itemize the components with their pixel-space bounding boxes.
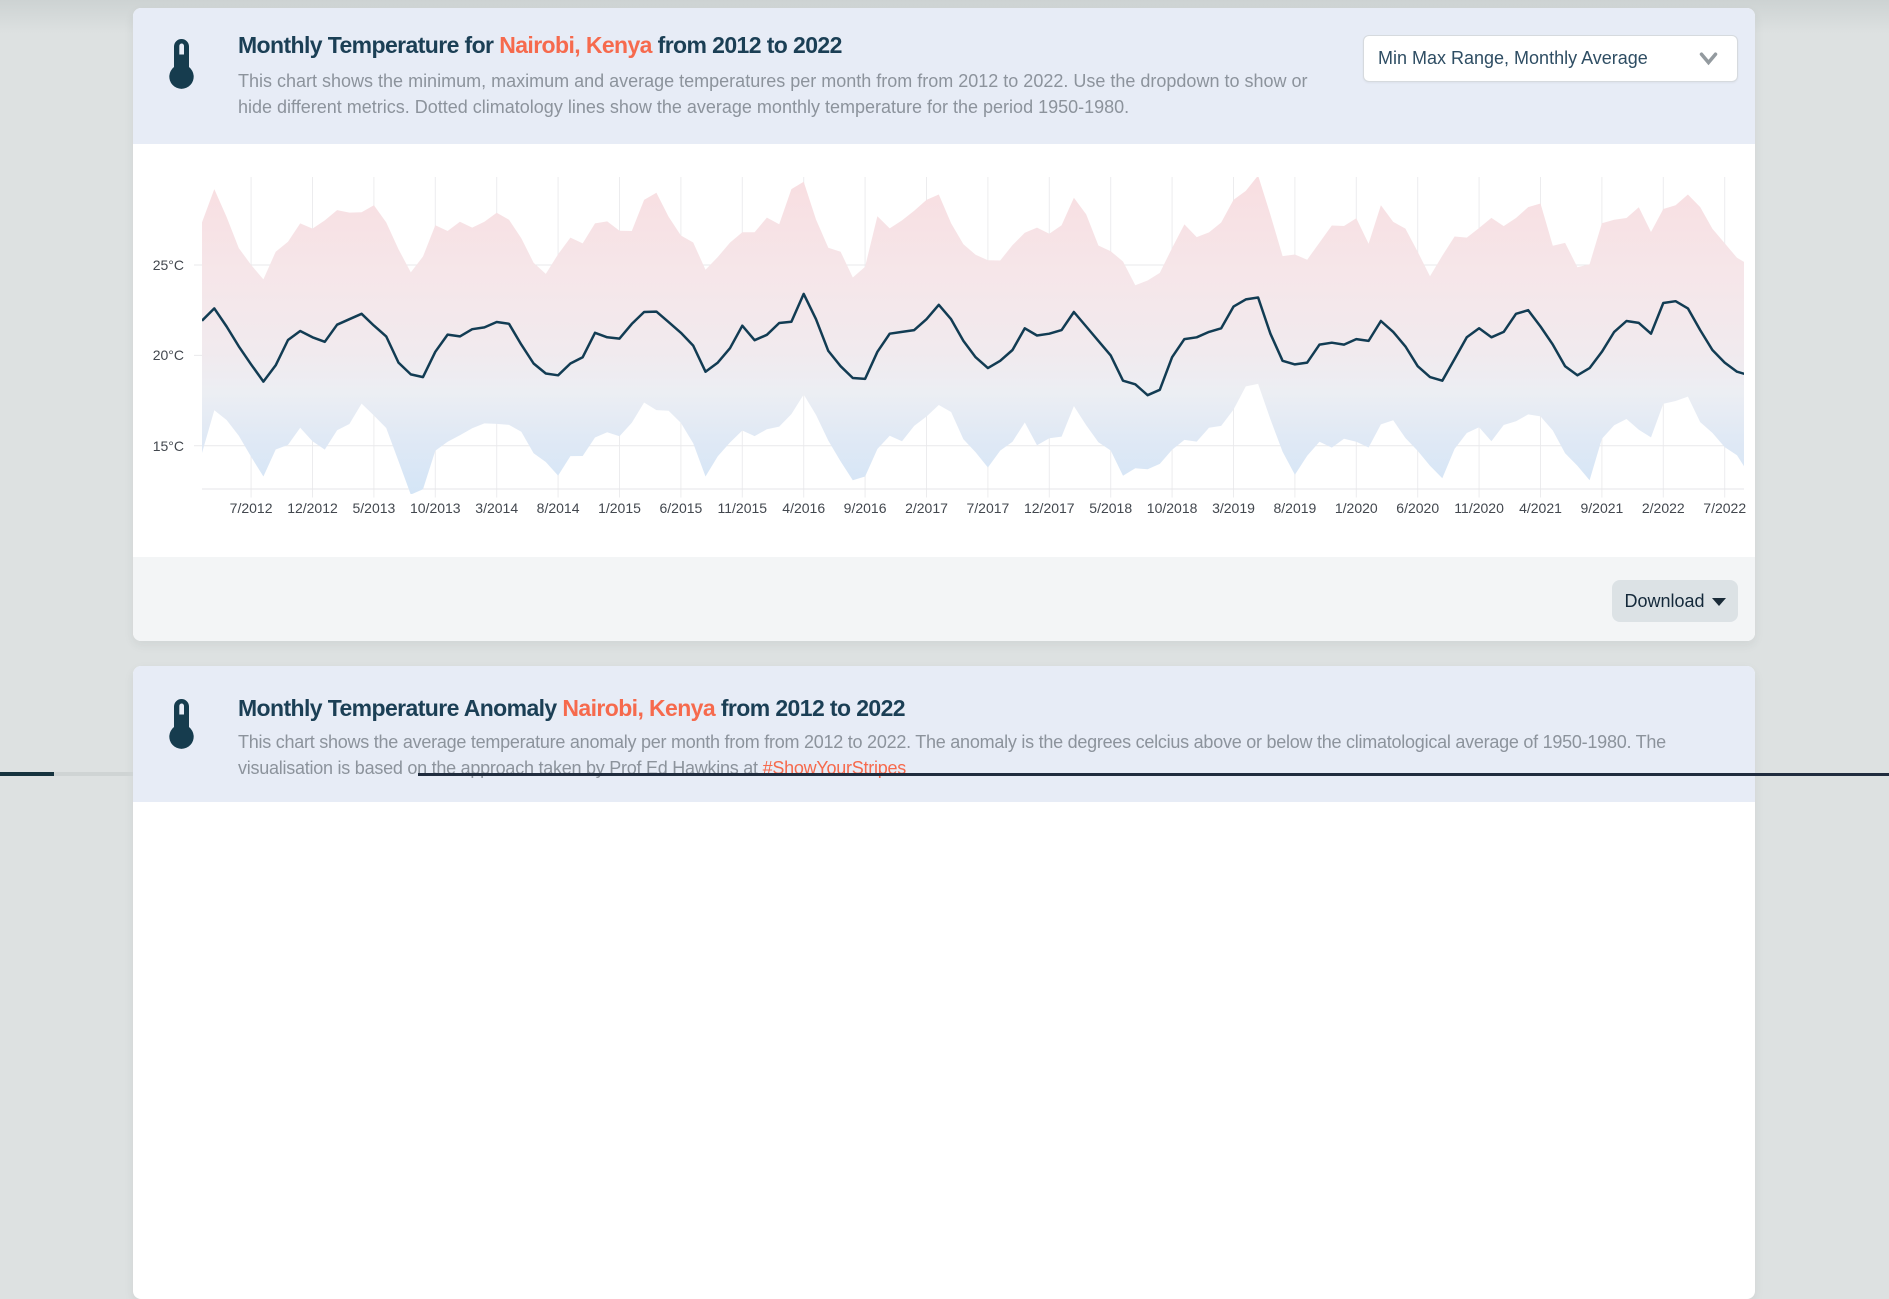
svg-text:1/2015: 1/2015 [598,500,641,516]
svg-text:7/2017: 7/2017 [966,500,1009,516]
svg-text:3/2014: 3/2014 [475,500,518,516]
svg-text:7/2012: 7/2012 [230,500,273,516]
svg-text:15°C: 15°C [153,438,184,454]
svg-text:11/2015: 11/2015 [718,500,768,516]
svg-text:20°C: 20°C [153,347,184,363]
svg-text:6/2020: 6/2020 [1396,500,1439,516]
svg-text:5/2018: 5/2018 [1089,500,1132,516]
svg-text:6/2015: 6/2015 [659,500,702,516]
svg-text:10/2013: 10/2013 [410,500,461,516]
svg-text:4/2016: 4/2016 [782,500,825,516]
svg-text:4/2021: 4/2021 [1519,500,1562,516]
svg-text:2/2022: 2/2022 [1642,500,1685,516]
svg-text:3/2019: 3/2019 [1212,500,1255,516]
svg-text:2/2017: 2/2017 [905,500,948,516]
svg-text:25°C: 25°C [153,257,184,273]
svg-text:11/2020: 11/2020 [1454,500,1504,516]
svg-text:1/2020: 1/2020 [1335,500,1378,516]
svg-text:10/2018: 10/2018 [1147,500,1198,516]
svg-text:12/2017: 12/2017 [1024,500,1075,516]
svg-text:7/2022: 7/2022 [1703,500,1746,516]
svg-text:8/2019: 8/2019 [1273,500,1316,516]
svg-text:9/2016: 9/2016 [844,500,887,516]
svg-text:8/2014: 8/2014 [537,500,580,516]
svg-text:5/2013: 5/2013 [352,500,395,516]
svg-text:12/2012: 12/2012 [287,500,338,516]
svg-text:9/2021: 9/2021 [1580,500,1623,516]
